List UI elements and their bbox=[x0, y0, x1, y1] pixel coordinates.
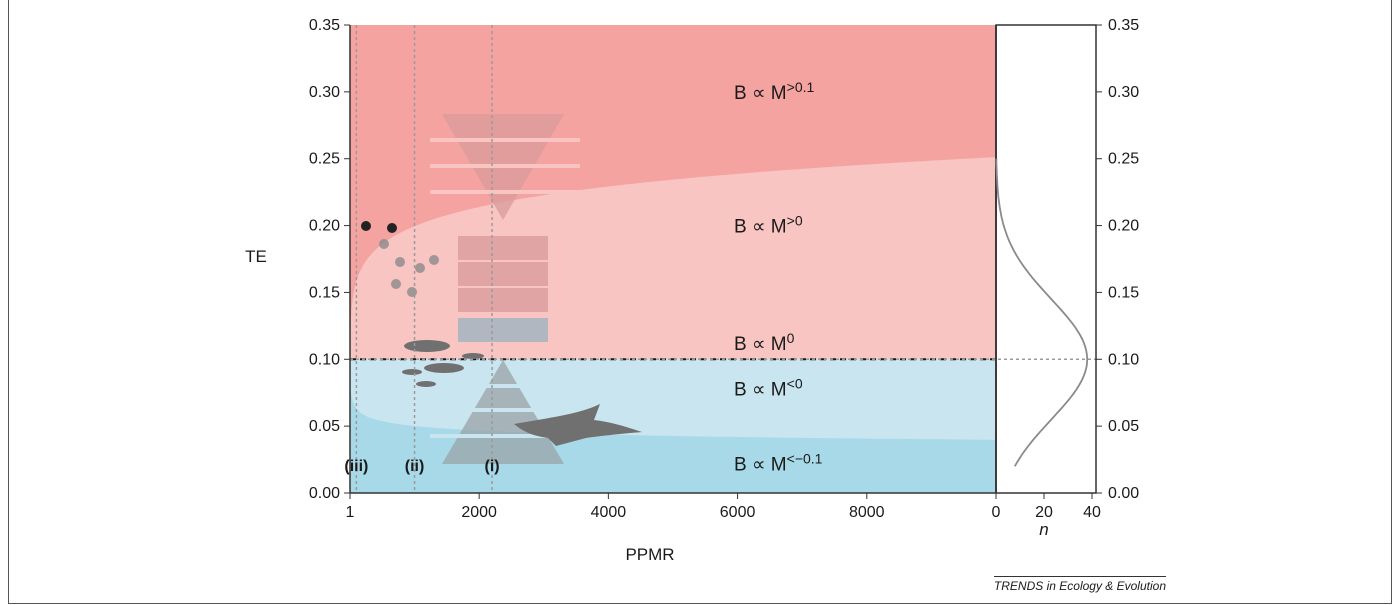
y-tick-label: 0.20 bbox=[309, 218, 340, 235]
x-tick-label: 4000 bbox=[591, 504, 627, 521]
zooplankton-icon bbox=[379, 239, 389, 249]
right-y-tick-label: 0.10 bbox=[1108, 351, 1139, 368]
region-label: B ∝ M>0.1 bbox=[734, 79, 814, 104]
zooplankton-icon bbox=[429, 255, 439, 265]
region-label: B ∝ M>0 bbox=[734, 213, 803, 238]
right-y-tick-label: 0.00 bbox=[1108, 485, 1139, 502]
stacked-biomass-bar bbox=[458, 236, 548, 260]
y-axis-label: TE bbox=[245, 247, 267, 266]
x-axis-label: PPMR bbox=[625, 545, 674, 564]
x-tick-label: 8000 bbox=[849, 504, 885, 521]
reference-label: (ii) bbox=[405, 458, 425, 475]
y-tick-label: 0.00 bbox=[309, 485, 340, 502]
right-y-tick-label: 0.35 bbox=[1108, 17, 1139, 34]
reference-label: (i) bbox=[485, 458, 500, 475]
region-label: B ∝ M0 bbox=[734, 330, 795, 355]
region-strong-positive bbox=[350, 25, 996, 360]
stacked-biomass-bar bbox=[458, 288, 548, 312]
fish-icon bbox=[424, 363, 464, 373]
right-y-tick-label: 0.20 bbox=[1108, 218, 1139, 235]
side-x-tick-label: 40 bbox=[1083, 504, 1101, 521]
stacked-biomass-bar bbox=[458, 262, 548, 286]
side-x-axis-label: n bbox=[1039, 520, 1048, 539]
y-tick-label: 0.15 bbox=[309, 284, 340, 301]
journal-credit: TRENDS in Ecology & Evolution bbox=[993, 576, 1166, 593]
y-tick-label: 0.25 bbox=[309, 151, 340, 168]
y-tick-label: 0.10 bbox=[309, 351, 340, 368]
region-label: B ∝ M<−0.1 bbox=[734, 451, 823, 476]
y-tick-label: 0.30 bbox=[309, 84, 340, 101]
fish-icon bbox=[402, 369, 422, 375]
phytoplankton-icon bbox=[361, 221, 371, 231]
right-y-tick-label: 0.25 bbox=[1108, 151, 1139, 168]
zooplankton-icon bbox=[395, 257, 405, 267]
side-panel-frame bbox=[995, 24, 1097, 494]
x-tick-label: 1 bbox=[346, 504, 355, 521]
right-y-tick-label: 0.05 bbox=[1108, 418, 1139, 435]
right-y-tick-label: 0.30 bbox=[1108, 84, 1139, 101]
right-y-tick-label: 0.15 bbox=[1108, 284, 1139, 301]
fish-icon bbox=[404, 340, 450, 352]
fish-icon bbox=[462, 353, 484, 359]
y-tick-label: 0.35 bbox=[309, 17, 340, 34]
x-tick-label: 6000 bbox=[720, 504, 756, 521]
fish-icon bbox=[416, 381, 436, 387]
reference-label: (iii) bbox=[344, 458, 368, 475]
figure-frame bbox=[8, 0, 1392, 604]
zooplankton-icon bbox=[391, 279, 401, 289]
zooplankton-icon bbox=[415, 263, 425, 273]
side-x-tick-label: 20 bbox=[1035, 504, 1053, 521]
zooplankton-icon bbox=[407, 287, 417, 297]
x-tick-label: 2000 bbox=[461, 504, 497, 521]
side-x-tick-label: 0 bbox=[992, 504, 1001, 521]
y-tick-label: 0.05 bbox=[309, 418, 340, 435]
te-distribution-curve bbox=[995, 158, 1089, 467]
shark-icon bbox=[514, 404, 642, 446]
region-label: B ∝ M<0 bbox=[734, 376, 803, 401]
stacked-biomass-bar bbox=[458, 318, 548, 342]
phytoplankton-icon bbox=[387, 223, 397, 233]
